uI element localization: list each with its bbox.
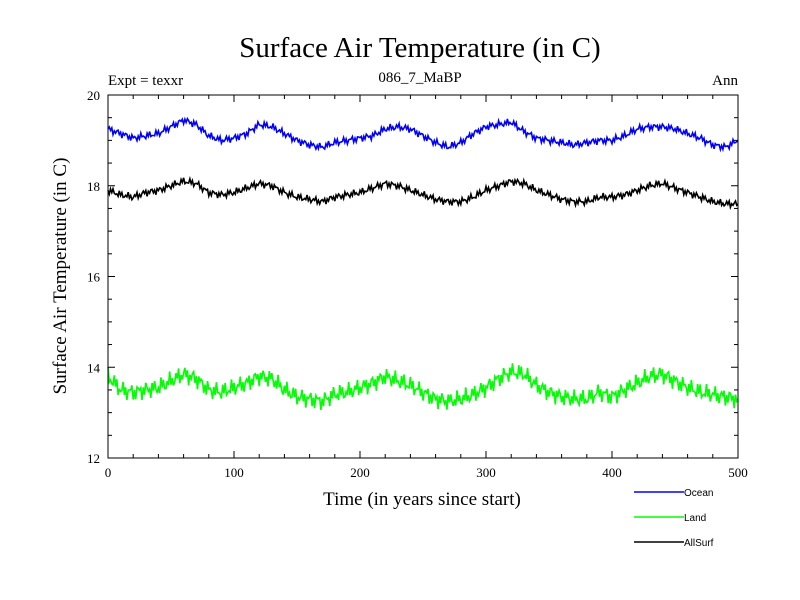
series-line-land <box>107 363 739 411</box>
expt-label: Expt = texxr <box>108 73 183 89</box>
series-line-ocean <box>107 116 739 153</box>
series-layer <box>107 116 739 411</box>
chart-title: Surface Air Temperature (in C) <box>239 32 600 64</box>
y-tick-label: 12 <box>87 451 100 466</box>
y-axis: 12 14 16 18 20 <box>87 88 738 466</box>
x-tick-label: 100 <box>224 465 244 480</box>
y-tick-label: 16 <box>87 270 101 285</box>
x-tick-label: 0 <box>105 465 112 480</box>
y-axis-label: Surface Air Temperature (in C) <box>50 158 71 395</box>
legend-label-allsurf: AllSurf <box>684 538 714 549</box>
plot-frame <box>107 94 739 459</box>
legend: Ocean Land AllSurf <box>634 488 714 549</box>
x-axis: 0 100 200 300 400 500 <box>105 95 748 480</box>
x-tick-label: 500 <box>728 465 748 480</box>
x-axis-label: Time (in years since start) <box>323 489 521 510</box>
season-label: Ann <box>712 73 738 89</box>
y-tick-label: 14 <box>87 360 101 375</box>
x-tick-label: 300 <box>476 465 496 480</box>
series-line-allsurf <box>107 175 739 211</box>
x-tick-label: 200 <box>350 465 370 480</box>
legend-label-ocean: Ocean <box>684 488 713 499</box>
x-tick-label: 400 <box>602 465 622 480</box>
y-tick-label: 20 <box>87 88 100 103</box>
y-tick-label: 18 <box>87 179 100 194</box>
period-label: 086_7_MaBP <box>378 70 461 86</box>
legend-label-land: Land <box>684 513 706 524</box>
